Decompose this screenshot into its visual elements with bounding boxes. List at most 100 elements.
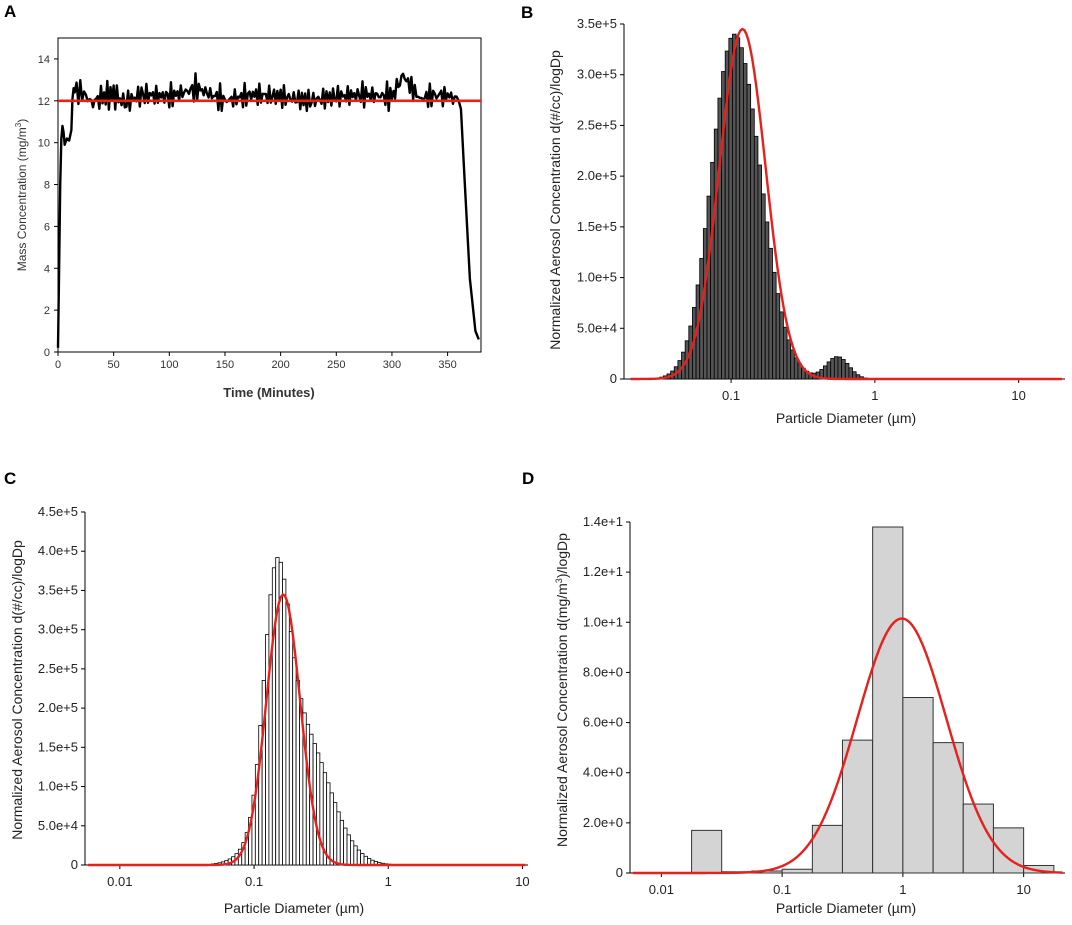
panel-b-ytick-label: 5.0e+4 — [577, 320, 617, 335]
panel-a-plot-frame — [57, 37, 482, 353]
panel-c-axes: 0.01 0.1 1 10 0 5.0e+4 1.0e+5 1.5e+5 2.0e+5 2.5e+… — [38, 504, 530, 889]
panel-a-ylabel: Mass Concentration (mg/m3) — [14, 119, 29, 272]
panel-b-bar — [753, 135, 759, 380]
panel-c-bar — [343, 827, 348, 866]
panel-c-bar — [360, 853, 365, 866]
panel-c-xtick-label: 0.1 — [245, 874, 263, 889]
panel-b-ytick-label: 3.5e+5 — [577, 16, 617, 31]
panel-a-xtick-label: 0 — [55, 359, 61, 371]
panel-d-bar — [841, 739, 874, 874]
panel-b-ytick-label: 2.5e+5 — [577, 117, 617, 132]
panel-a-ytick-label: 10 — [38, 138, 50, 150]
panel-d-ytick-label: 4.0e+0 — [583, 765, 623, 780]
panel-b-bar — [790, 349, 795, 380]
panel-b-bar — [844, 363, 850, 380]
panel-c-bar — [282, 578, 287, 866]
panel-a-xtick-label: 350 — [438, 359, 456, 371]
panel-b-bar — [717, 97, 722, 380]
panel-b-bar — [848, 367, 853, 380]
panel-c-xtick-label: 10 — [515, 874, 529, 889]
panel-d-bar — [902, 697, 934, 874]
panel-b-bar — [761, 193, 766, 380]
panel-c-ytick-label: 5.0e+4 — [38, 818, 78, 833]
panel-c-bar — [271, 567, 277, 866]
panel-c-ytick-label: 4.0e+5 — [38, 543, 78, 558]
panel-d-bar — [811, 824, 843, 874]
panel-a-xtick-label: 100 — [160, 359, 178, 371]
panel-c-bar — [326, 782, 331, 866]
panel-c-bar — [329, 792, 334, 866]
panel-b-bar — [750, 108, 755, 380]
panel-a-ytick-label: 4 — [44, 263, 50, 275]
panel-c-letter: C — [4, 469, 16, 488]
panel-d-ytick-label: 2.0e+0 — [583, 815, 623, 830]
panel-d-ytick-label: 1.0e+1 — [583, 614, 623, 629]
panel-a-letter: A — [4, 2, 16, 21]
panel-b-bar — [841, 359, 846, 380]
panel-b-bar — [713, 128, 719, 380]
panel-d-fit-curve — [632, 617, 1063, 875]
panel-b-ytick-label: 2.0e+5 — [577, 168, 617, 183]
panel-b-bar — [830, 358, 835, 380]
panel-b-bar — [702, 228, 708, 380]
panel-b-bar — [783, 326, 788, 380]
panel-c-bar — [285, 603, 290, 866]
panel-c-bar — [295, 680, 300, 866]
panel-b-bar — [833, 356, 839, 380]
panel-a-ytick-label: 2 — [44, 305, 50, 317]
panel-c-bar — [268, 594, 273, 866]
panel-b-bar — [710, 161, 715, 380]
panel-b-bar — [757, 164, 762, 380]
panel-d-ytick-label: 8.0e+0 — [583, 664, 623, 679]
panel-a-ytick-label: 12 — [38, 96, 50, 108]
panel-b-bar — [732, 33, 737, 380]
panel-c-ytick-label: 1.0e+5 — [38, 779, 78, 794]
panel-c-ytick-label: 1.5e+5 — [38, 739, 78, 754]
panel-b-marks — [630, 27, 1062, 381]
panel-c-bar — [305, 723, 311, 866]
panel-c-bar — [292, 657, 297, 866]
panel-d-ytick-label: 6.0e+0 — [583, 715, 623, 730]
panel-c-ytick-label: 2.0e+5 — [38, 700, 78, 715]
panel-d-ylabel-main: Normalized Aerosol Concentration d(mg/m — [554, 583, 570, 847]
panel-b-bar — [735, 37, 741, 380]
panel-c-ylabel: Normalized Aerosol Concentration d(#/cc)… — [9, 540, 25, 840]
panel-a-ylabel-sup: 3 — [14, 122, 23, 127]
panel-a-measured-line — [56, 72, 480, 348]
panel-d-bar — [932, 742, 964, 874]
panel-d-xlabel: Particle Diameter (µm) — [776, 900, 916, 916]
panel-b-letter: B — [521, 3, 533, 22]
panel-c-bar — [363, 855, 368, 866]
panel-b-bar — [786, 339, 792, 380]
panel-b-axes: 0.1 1 10 0 5.0e+4 1.0e+5 1.5e+5 2.0e+5 2.5e+5 3.0… — [577, 16, 1065, 403]
panel-d-bar — [1023, 864, 1055, 874]
panel-b-bar — [823, 365, 828, 380]
panel-b-bar — [793, 357, 799, 380]
panel-c-xlabel: Particle Diameter (µm) — [224, 900, 364, 916]
panel-a-ylabel-end: ) — [15, 119, 29, 123]
panel-a-xtick-label: 200 — [271, 359, 289, 371]
panel-a: A 0 50 100 150 200 250 300 350 0 2 4 6 8 10 12 14 Time … — [4, 2, 482, 400]
panel-d-ylabel-sup: 3 — [554, 578, 564, 583]
panel-c-xtick-label: 1 — [385, 874, 392, 889]
panel-c-marks — [88, 557, 526, 867]
panel-c-bar — [336, 811, 341, 866]
panel-d-xtick-label: 10 — [1016, 882, 1030, 897]
panel-c-bar — [278, 561, 283, 866]
panel-d-bar — [872, 526, 904, 874]
panel-b-xlabel: Particle Diameter (µm) — [776, 410, 916, 426]
panel-c-bar — [265, 634, 270, 866]
panel-a-ylabel-main: Mass Concentration (mg/m — [15, 127, 29, 271]
panel-d-bar — [781, 868, 813, 874]
panel-b-bar — [768, 247, 773, 380]
panel-c-ytick-label: 2.5e+5 — [38, 661, 78, 676]
panel-b-ytick-label: 3.0e+5 — [577, 67, 617, 82]
panel-b-bar — [746, 83, 752, 380]
panel-b-ytick-label: 1.5e+5 — [577, 219, 617, 234]
panel-d-xtick-label: 1 — [899, 882, 906, 897]
panel-a-xtick-label: 50 — [108, 359, 120, 371]
panel-b-bar — [706, 195, 712, 380]
panel-b-fit-curve — [630, 27, 1062, 381]
panel-b-ytick-label: 1.0e+5 — [577, 270, 617, 285]
